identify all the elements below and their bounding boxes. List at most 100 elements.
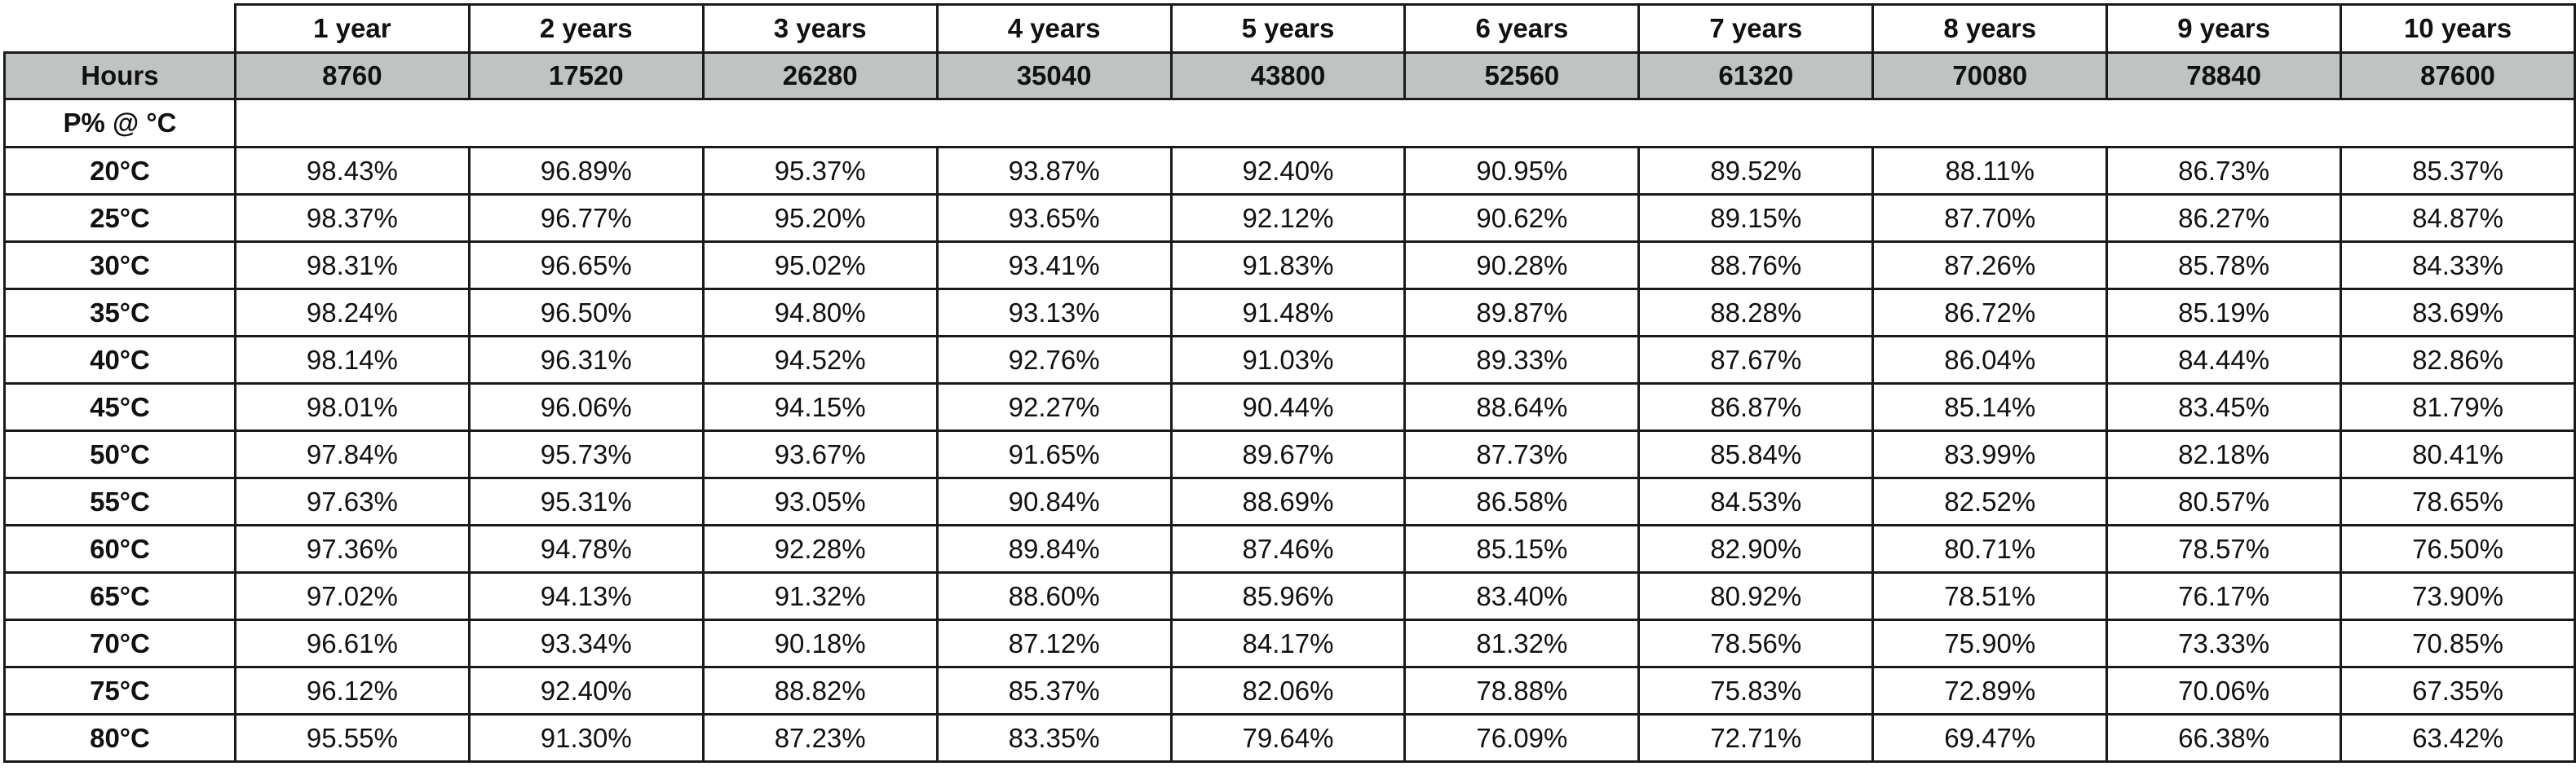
percentage-cell: 93.05%	[701, 477, 939, 526]
percentage-cell: 95.02%	[701, 240, 939, 290]
percentage-cell: 98.37%	[233, 193, 471, 243]
percentage-cell: 69.47%	[1871, 713, 2109, 763]
percentage-cell: 63.42%	[2340, 713, 2576, 763]
temperature-cell: 55°C	[3, 477, 236, 526]
percentage-cell: 91.83%	[1169, 240, 1407, 290]
year-header-cell: 5 years	[1169, 3, 1407, 54]
percentage-cell: 88.60%	[935, 571, 1173, 621]
percentage-cell: 89.52%	[1637, 146, 1875, 196]
temperature-cell: 45°C	[3, 382, 236, 432]
percentage-cell: 75.83%	[1637, 666, 1875, 716]
year-header-cell: 10 years	[2340, 3, 2576, 54]
year-header-cell: 9 years	[2105, 3, 2343, 54]
temperature-cell: 75°C	[3, 666, 236, 716]
table-row: 40°C 98.14% 96.31% 94.52% 92.76% 91.03% 89.33%…	[3, 335, 2576, 385]
temperature-cell: 30°C	[3, 240, 236, 290]
percentage-cell: 83.35%	[935, 713, 1173, 763]
temperature-cell: 20°C	[3, 146, 236, 196]
percentage-cell: 91.03%	[1169, 335, 1407, 385]
temperature-cell: 40°C	[3, 335, 236, 385]
data-table-container: 1 year 2 years 3 years 4 years 5 years 6…	[3, 3, 2576, 763]
temperature-cell: 65°C	[3, 571, 236, 621]
percentage-cell: 81.32%	[1403, 619, 1641, 668]
percentage-cell: 86.27%	[2105, 193, 2343, 243]
percentage-cell: 93.34%	[467, 619, 705, 668]
percentage-cell: 90.95%	[1403, 146, 1641, 196]
percentage-cell: 85.37%	[935, 666, 1173, 716]
percentage-cell: 86.58%	[1403, 477, 1641, 526]
percentage-cell: 82.18%	[2105, 429, 2343, 479]
percentage-cell: 82.52%	[1871, 477, 2109, 526]
percentage-cell: 89.84%	[935, 524, 1173, 574]
table-row: 45°C 98.01% 96.06% 94.15% 92.27% 90.44% 88.64%…	[3, 382, 2576, 432]
percentage-cell: 91.48%	[1169, 288, 1407, 337]
percentage-cell: 95.55%	[233, 713, 471, 763]
percentage-cell: 92.27%	[935, 382, 1173, 432]
percentage-cell: 86.73%	[2105, 146, 2343, 196]
percentage-cell: 87.73%	[1403, 429, 1641, 479]
table-row: 25°C 98.37% 96.77% 95.20% 93.65% 92.12% 90.62%…	[3, 193, 2576, 243]
temperature-cell: 35°C	[3, 288, 236, 337]
percentage-cell: 96.06%	[467, 382, 705, 432]
percentage-cell: 94.78%	[467, 524, 705, 574]
percentage-cell: 88.11%	[1871, 146, 2109, 196]
percentage-cell: 82.06%	[1169, 666, 1407, 716]
percentage-cell: 84.17%	[1169, 619, 1407, 668]
hours-row: Hours 8760 17520 26280 35040 43800 52560…	[3, 51, 2576, 100]
percentage-cell: 78.56%	[1637, 619, 1875, 668]
unit-blank-cell	[233, 99, 2576, 148]
table-row: 55°C 97.63% 95.31% 93.05% 90.84% 88.69% 86.58%…	[3, 477, 2576, 526]
percentage-cell: 83.69%	[2340, 288, 2576, 337]
percentage-cell: 92.40%	[1169, 146, 1407, 196]
percentage-cell: 80.71%	[1871, 524, 2109, 574]
percentage-cell: 89.15%	[1637, 193, 1875, 243]
percentage-cell: 78.57%	[2105, 524, 2343, 574]
percentage-cell: 89.67%	[1169, 429, 1407, 479]
table-row: 65°C 97.02% 94.13% 91.32% 88.60% 85.96% 83.40%…	[3, 571, 2576, 621]
hours-cell: 78840	[2105, 51, 2343, 100]
percentage-cell: 88.69%	[1169, 477, 1407, 526]
hours-cell: 43800	[1169, 51, 1407, 100]
percentage-cell: 91.32%	[701, 571, 939, 621]
percentage-cell: 80.57%	[2105, 477, 2343, 526]
percentage-cell: 76.50%	[2340, 524, 2576, 574]
table-row: 80°C 95.55% 91.30% 87.23% 83.35% 79.64% 76.09%…	[3, 713, 2576, 763]
percentage-cell: 85.96%	[1169, 571, 1407, 621]
percentage-cell: 85.14%	[1871, 382, 2109, 432]
percentage-cell: 90.62%	[1403, 193, 1641, 243]
temperature-cell: 60°C	[3, 524, 236, 574]
percentage-cell: 70.06%	[2105, 666, 2343, 716]
percentage-cell: 93.41%	[935, 240, 1173, 290]
percentage-cell: 90.84%	[935, 477, 1173, 526]
percentage-cell: 92.12%	[1169, 193, 1407, 243]
percentage-cell: 87.26%	[1871, 240, 2109, 290]
percentage-cell: 96.89%	[467, 146, 705, 196]
temperature-cell: 50°C	[3, 429, 236, 479]
hours-cell: 61320	[1637, 51, 1875, 100]
hours-cell: 70080	[1871, 51, 2109, 100]
percentage-cell: 72.71%	[1637, 713, 1875, 763]
unit-row: P% @ °C	[3, 98, 2576, 148]
percentage-cell: 78.88%	[1403, 666, 1641, 716]
percentage-cell: 83.99%	[1871, 429, 2109, 479]
percentage-cell: 92.76%	[935, 335, 1173, 385]
percentage-cell: 97.63%	[233, 477, 471, 526]
hours-cell: 87600	[2340, 51, 2576, 100]
percentage-cell: 86.04%	[1871, 335, 2109, 385]
percentage-cell: 78.65%	[2340, 477, 2576, 526]
percentage-cell: 87.23%	[701, 713, 939, 763]
percentage-cell: 87.46%	[1169, 524, 1407, 574]
percentage-cell: 85.19%	[2105, 288, 2343, 337]
year-header-cell: 2 years	[467, 3, 705, 54]
percentage-cell: 92.40%	[467, 666, 705, 716]
temperature-cell: 70°C	[3, 619, 236, 668]
percentage-cell: 75.90%	[1871, 619, 2109, 668]
year-header-cell: 6 years	[1403, 3, 1641, 54]
percentage-cell: 95.20%	[701, 193, 939, 243]
percentage-cell: 96.65%	[467, 240, 705, 290]
year-header-cell: 7 years	[1637, 3, 1875, 54]
percentage-cell: 90.28%	[1403, 240, 1641, 290]
corner-blank-cell	[4, 4, 236, 54]
percentage-cell: 85.15%	[1403, 524, 1641, 574]
percentage-cell: 84.33%	[2340, 240, 2576, 290]
